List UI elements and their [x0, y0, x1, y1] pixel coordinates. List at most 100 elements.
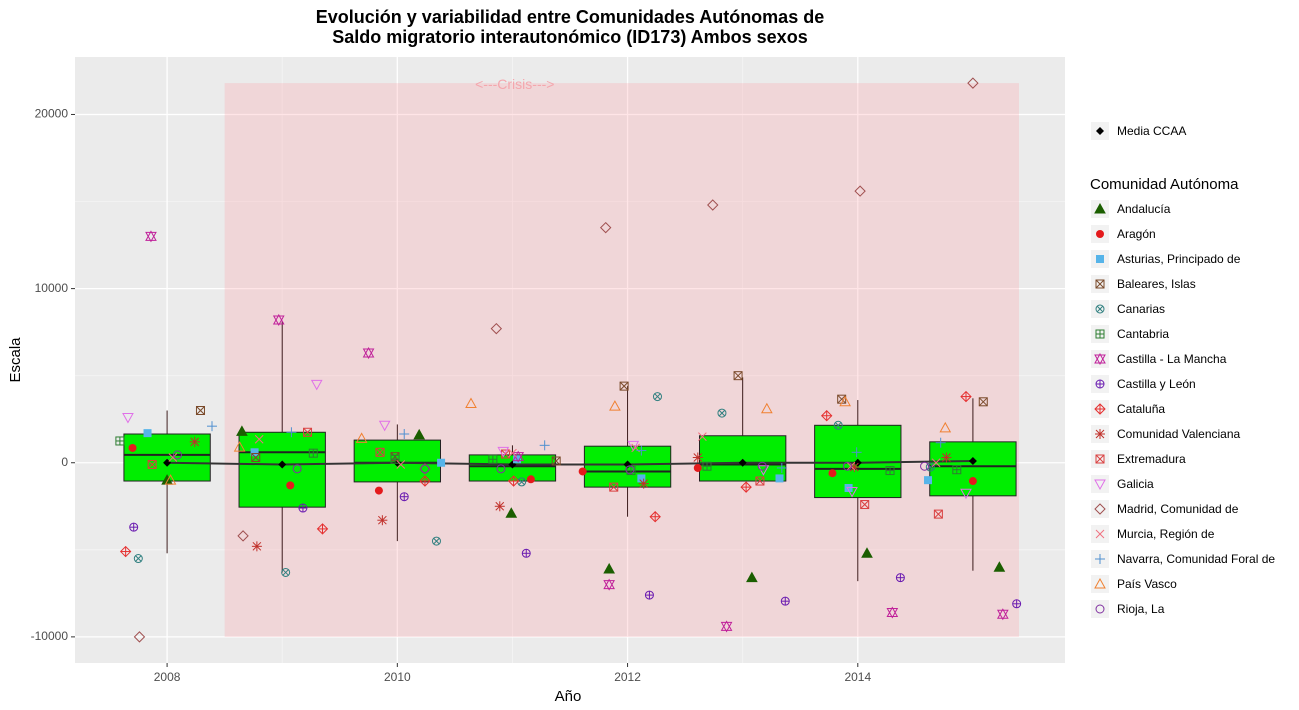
point	[861, 547, 873, 558]
point	[355, 432, 368, 443]
legend-marker	[1096, 127, 1104, 135]
point	[119, 545, 132, 558]
marker-part	[1096, 230, 1104, 238]
legend-key	[1091, 575, 1109, 593]
marker-part	[374, 486, 383, 495]
marker-part	[978, 397, 988, 407]
marker-part	[609, 400, 621, 411]
marker-part	[278, 460, 287, 469]
point	[846, 486, 858, 498]
marker-part	[924, 476, 933, 485]
marker-part	[1095, 604, 1105, 614]
point	[895, 573, 905, 583]
marker-part	[861, 547, 873, 558]
point	[251, 453, 261, 463]
point	[968, 477, 977, 486]
annotation-label: <---Crisis--->	[475, 76, 554, 92]
chart-title: Saldo migratorio interautonómico (ID173)…	[332, 27, 807, 47]
x-tick-label: 2008	[154, 670, 181, 684]
marker-part	[122, 412, 134, 424]
point	[993, 561, 1006, 572]
point	[362, 347, 375, 360]
legend-marker	[1094, 479, 1106, 491]
marker-part	[512, 452, 525, 463]
marker-part	[967, 77, 979, 89]
y-axis-title: Escala	[7, 337, 24, 383]
point	[924, 476, 933, 485]
marker-part	[310, 379, 323, 391]
point	[420, 464, 430, 474]
point	[129, 522, 139, 532]
marker-part	[282, 569, 290, 576]
point	[437, 458, 446, 467]
marker-part	[378, 420, 391, 432]
marker-part	[1095, 279, 1105, 289]
point	[844, 483, 853, 492]
legend-label: Madrid, Comunidad de	[1117, 502, 1239, 516]
marker-part	[844, 483, 853, 492]
point	[636, 445, 647, 456]
point	[939, 421, 952, 433]
legend-marker	[1094, 503, 1106, 515]
marker-part	[437, 458, 446, 467]
marker-part	[578, 467, 587, 476]
legend-marker	[1095, 454, 1105, 464]
marker-part	[303, 427, 313, 437]
point	[755, 476, 765, 486]
legend-label: Navarra, Comunidad Foral de	[1117, 552, 1275, 566]
marker-part	[1096, 255, 1104, 263]
marker-part	[933, 509, 943, 519]
point	[375, 447, 385, 457]
mean-point	[738, 458, 747, 467]
point	[115, 436, 125, 446]
legend-label: Cantabria	[1117, 327, 1169, 341]
point	[885, 466, 895, 476]
box	[123, 433, 211, 482]
point	[496, 464, 506, 474]
point	[236, 425, 248, 436]
legend-label: Rioja, La	[1117, 602, 1165, 616]
point	[145, 230, 157, 243]
marker-part	[195, 406, 205, 415]
chart-title: Evolución y variabilidad entre Comunidad…	[316, 7, 824, 27]
marker-part	[842, 461, 852, 471]
point	[854, 185, 866, 197]
marker-part	[839, 395, 851, 407]
point	[128, 443, 137, 452]
point	[860, 500, 870, 510]
marker-part	[164, 474, 177, 485]
legend-marker	[1095, 279, 1105, 289]
point	[251, 541, 262, 552]
marker-part	[627, 440, 640, 452]
point	[702, 461, 712, 471]
marker-part	[505, 507, 518, 518]
point	[627, 440, 640, 452]
legend-marker	[1095, 379, 1105, 389]
legend-key	[1091, 350, 1109, 368]
point	[233, 441, 246, 452]
marker-part	[134, 555, 142, 562]
marker-part	[738, 458, 747, 467]
marker-part	[551, 456, 561, 466]
marker-part	[625, 465, 635, 475]
marker-part	[1094, 354, 1106, 366]
point	[698, 432, 707, 441]
legend-key	[1091, 475, 1109, 493]
y-tick-label: 0	[61, 455, 68, 469]
marker-part	[837, 394, 847, 404]
marker-part	[717, 408, 727, 418]
point	[505, 507, 518, 518]
point	[978, 397, 988, 407]
point	[310, 379, 323, 391]
point	[292, 464, 302, 474]
point	[147, 459, 157, 469]
marker-part	[518, 478, 526, 486]
marker-part	[931, 458, 941, 468]
point	[760, 402, 773, 414]
point	[740, 481, 752, 493]
point	[298, 503, 308, 513]
point	[828, 469, 837, 478]
point	[303, 427, 313, 437]
point	[935, 437, 946, 448]
